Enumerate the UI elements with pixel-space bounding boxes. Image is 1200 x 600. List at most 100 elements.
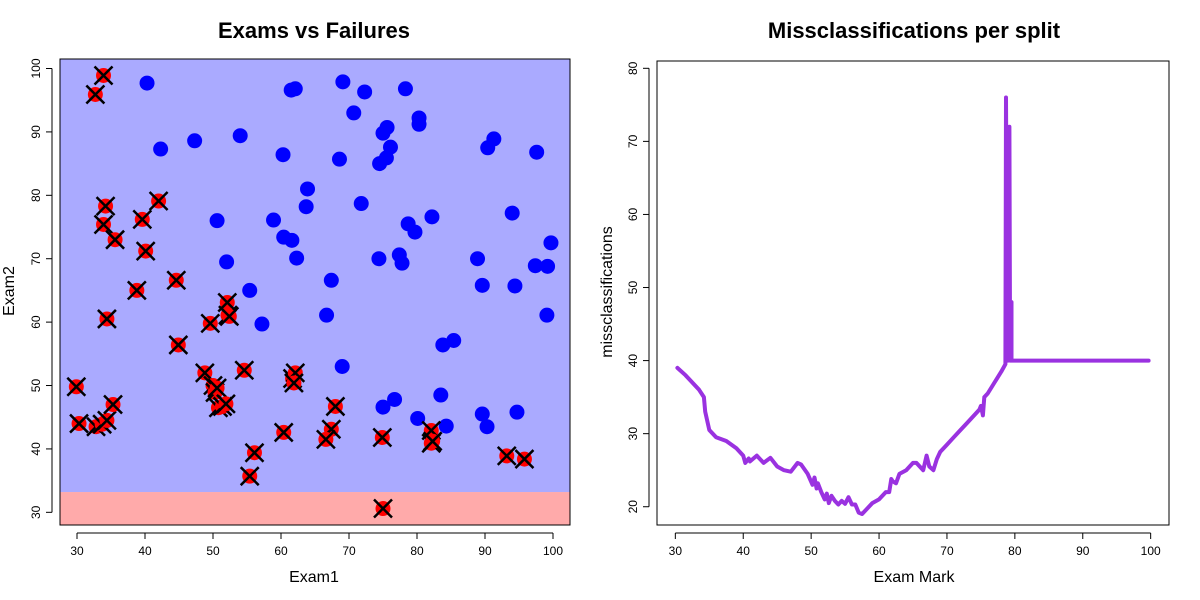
x-axis-label: Exam Mark <box>874 569 956 586</box>
y-tick-label: 60 <box>29 315 43 329</box>
pass-point <box>433 387 449 403</box>
y-tick-label: 50 <box>29 379 43 393</box>
pass-point <box>540 258 556 274</box>
pass-point <box>187 133 203 149</box>
fail-cross <box>496 446 517 466</box>
y-tick-label: 80 <box>626 61 640 75</box>
pass-point <box>300 181 316 197</box>
pass-point <box>298 199 314 215</box>
pass-point <box>219 254 235 270</box>
pass-point <box>470 251 486 267</box>
x-tick-label: 80 <box>410 544 424 558</box>
x-tick-label: 70 <box>940 544 954 558</box>
fail-cross <box>373 498 393 519</box>
fail-point <box>105 229 125 250</box>
scatter-points <box>66 65 559 519</box>
x-axis: 30 40 50 60 70 80 90 100 <box>70 532 563 558</box>
fail-point <box>234 360 255 381</box>
fail-point <box>166 270 187 291</box>
pass-point <box>407 224 423 240</box>
pass-point <box>266 212 282 228</box>
fail-cross <box>132 209 153 230</box>
fail-point <box>315 429 336 450</box>
fail-point <box>194 362 215 383</box>
y-tick-label: 60 <box>626 207 640 221</box>
fail-cross <box>244 442 265 463</box>
pass-point <box>411 116 427 132</box>
fail-point <box>422 431 443 452</box>
pass-point <box>387 391 403 407</box>
fail-cross <box>273 422 294 443</box>
y-tick-label: 50 <box>626 281 640 295</box>
fail-cross <box>422 431 443 452</box>
fail-point <box>216 394 236 414</box>
fail-cross <box>514 449 535 469</box>
y-tick-label: 70 <box>626 134 640 148</box>
pass-point <box>209 213 225 229</box>
fail-cross <box>325 396 346 417</box>
y-tick-label: 20 <box>626 500 640 514</box>
x-tick-label: 30 <box>70 544 84 558</box>
fail-point <box>372 427 393 448</box>
y-tick-label: 30 <box>29 505 43 519</box>
fail-cross <box>105 229 125 250</box>
fail-cross <box>85 84 106 105</box>
fail-point <box>85 84 106 105</box>
y-tick-label: 80 <box>29 188 43 202</box>
fail-point <box>126 280 147 301</box>
x-tick-label: 100 <box>543 544 563 558</box>
pass-point <box>529 144 545 160</box>
pass-point <box>153 141 169 157</box>
fail-cross <box>97 410 117 431</box>
pass-point <box>474 277 490 293</box>
fail-cross <box>148 191 169 211</box>
pass-point <box>335 74 351 90</box>
fail-point <box>284 373 304 393</box>
y-tick-label: 90 <box>29 125 43 139</box>
fail-point <box>135 241 156 261</box>
pass-point <box>275 147 291 163</box>
chart-title: Exams vs Failures <box>218 18 410 43</box>
fail-point <box>103 394 123 415</box>
fail-point <box>132 209 153 230</box>
fail-point <box>93 65 114 86</box>
fail-point <box>97 309 117 329</box>
fail-point <box>97 410 117 431</box>
pass-point <box>353 196 369 212</box>
pass-point <box>424 209 440 225</box>
pass-point <box>486 131 502 147</box>
fail-point <box>93 214 114 235</box>
x-axis: 30 40 50 60 70 80 90 100 <box>669 532 1161 558</box>
pass-point <box>331 151 347 167</box>
x-tick-label: 50 <box>206 544 220 558</box>
x-tick-label: 90 <box>1076 544 1090 558</box>
fail-cross <box>234 360 255 381</box>
pass-point <box>382 139 398 155</box>
x-tick-label: 60 <box>274 544 288 558</box>
fail-point <box>148 191 169 211</box>
fail-cross <box>93 65 114 86</box>
pass-point <box>509 404 525 420</box>
pass-point <box>346 105 362 121</box>
plot-frame <box>59 58 571 526</box>
x-tick-label: 70 <box>342 544 356 558</box>
pass-point <box>379 119 395 135</box>
pass-point <box>287 81 303 97</box>
pass-point <box>319 307 335 323</box>
x-tick-label: 80 <box>1008 544 1022 558</box>
pass-point <box>375 399 391 415</box>
fail-cross <box>219 306 240 327</box>
fail-point <box>219 306 240 327</box>
y-axis-label: missclassifications <box>599 226 616 358</box>
pass-point <box>394 255 410 271</box>
y-axis: 30 40 50 60 70 80 90 100 <box>29 58 53 519</box>
pass-point <box>139 75 155 91</box>
pass-point <box>289 250 305 266</box>
pass-point <box>397 81 413 97</box>
fail-point <box>373 498 393 519</box>
x-tick-label: 100 <box>1141 544 1161 558</box>
fail-cross <box>166 270 187 291</box>
fail-point <box>325 396 346 417</box>
y-axis: 20 30 40 50 60 70 80 <box>626 61 650 514</box>
fail-cross <box>126 280 147 301</box>
